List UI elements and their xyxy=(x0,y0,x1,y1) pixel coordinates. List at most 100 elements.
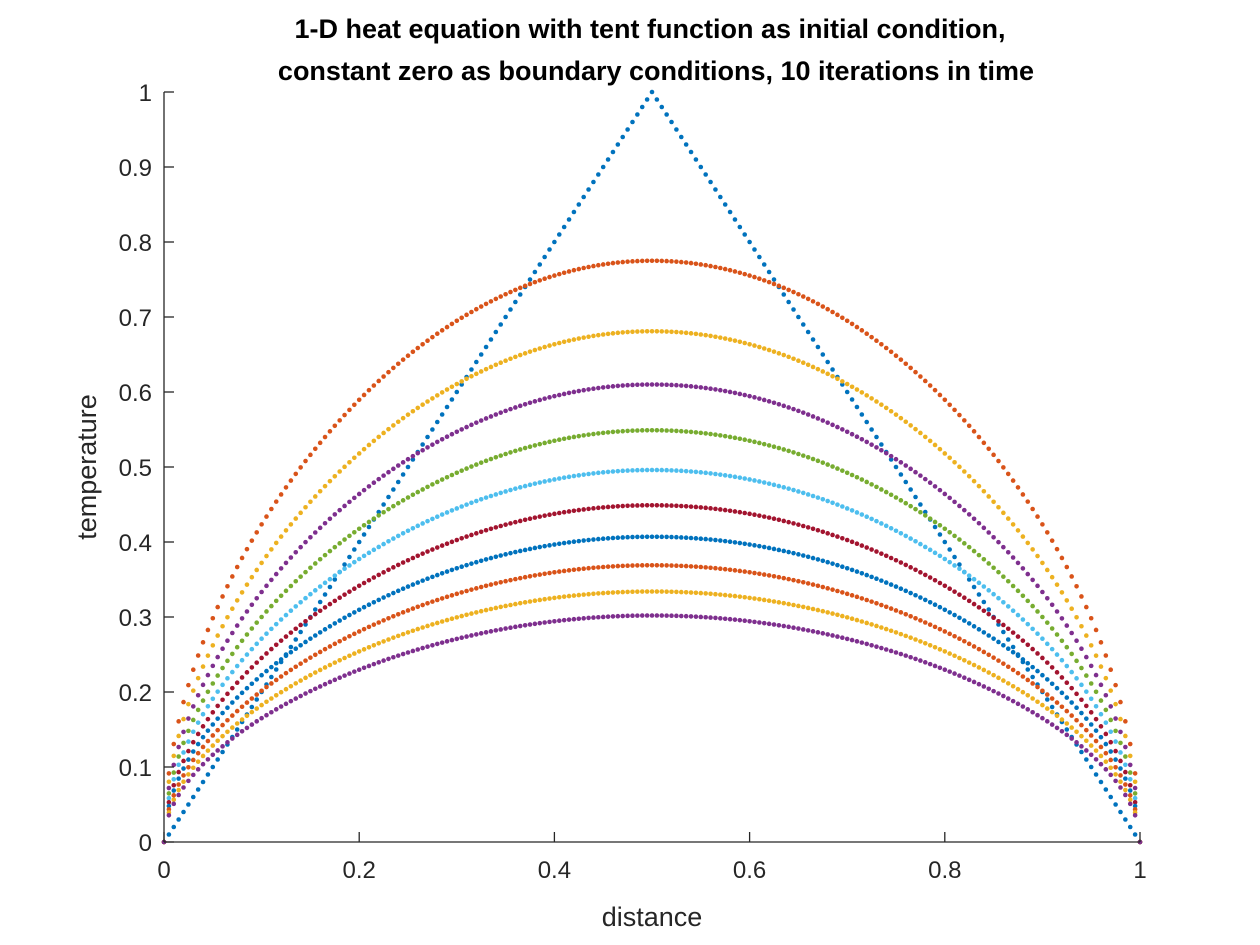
data-point xyxy=(234,663,240,669)
data-point xyxy=(639,503,645,508)
data-point xyxy=(810,606,816,612)
data-point xyxy=(1005,637,1011,642)
data-point xyxy=(288,522,294,527)
data-point xyxy=(693,504,699,510)
data-point xyxy=(415,553,421,559)
data-point xyxy=(1074,614,1079,620)
data-point xyxy=(561,617,567,623)
data-point xyxy=(586,334,591,340)
data-point xyxy=(439,412,445,417)
data-point xyxy=(1069,700,1074,705)
data-point xyxy=(190,765,196,771)
data-point xyxy=(220,710,225,716)
data-point xyxy=(395,361,401,367)
data-point xyxy=(669,534,674,540)
data-point xyxy=(757,276,762,281)
data-point xyxy=(400,631,406,637)
data-point xyxy=(415,647,421,652)
data-point xyxy=(225,729,230,735)
data-point xyxy=(1035,668,1040,674)
data-point xyxy=(776,401,782,407)
data-point xyxy=(776,600,782,605)
data-point xyxy=(410,349,416,355)
data-point xyxy=(478,418,484,423)
data-point xyxy=(791,406,796,412)
data-point xyxy=(883,450,889,456)
data-point xyxy=(1098,724,1104,729)
data-point xyxy=(298,544,303,550)
data-point xyxy=(835,562,840,568)
data-point xyxy=(542,344,547,350)
data-point xyxy=(400,610,406,615)
data-point xyxy=(1020,638,1026,643)
data-point xyxy=(800,580,806,585)
data-point xyxy=(488,414,494,419)
data-point xyxy=(693,590,699,596)
data-point xyxy=(483,583,489,589)
data-point xyxy=(1108,757,1114,763)
data-point xyxy=(371,642,377,648)
data-point xyxy=(976,483,982,489)
data-point xyxy=(952,563,957,568)
data-point xyxy=(459,315,464,321)
data-point xyxy=(522,600,528,605)
data-point xyxy=(488,526,494,532)
data-point xyxy=(883,405,889,411)
data-point xyxy=(503,522,508,527)
data-point xyxy=(215,604,220,610)
data-point xyxy=(830,422,835,428)
data-point xyxy=(249,665,255,670)
data-point xyxy=(566,217,572,222)
data-point xyxy=(1123,792,1128,798)
data-point xyxy=(1093,748,1099,753)
data-point xyxy=(639,258,645,264)
data-point xyxy=(1044,641,1050,647)
data-point xyxy=(571,389,577,395)
data-point xyxy=(298,599,303,605)
data-point xyxy=(488,555,494,561)
data-point xyxy=(1049,602,1055,608)
data-point xyxy=(786,601,791,607)
data-point xyxy=(1044,596,1050,601)
data-point xyxy=(776,445,782,451)
data-point xyxy=(532,515,538,520)
data-point xyxy=(249,646,255,652)
data-point xyxy=(752,619,757,625)
data-point xyxy=(947,529,952,535)
data-point xyxy=(361,392,367,398)
data-point xyxy=(1030,603,1035,609)
data-point xyxy=(620,613,626,619)
data-point xyxy=(986,652,992,658)
data-point xyxy=(1108,749,1114,754)
data-point xyxy=(220,682,225,688)
data-point xyxy=(698,614,704,620)
data-point xyxy=(527,482,533,488)
data-point xyxy=(805,628,811,633)
data-point xyxy=(171,793,177,798)
data-point xyxy=(1015,634,1021,639)
data-point xyxy=(1005,646,1011,651)
data-point xyxy=(317,630,323,635)
data-point xyxy=(459,468,464,473)
data-point xyxy=(571,508,577,514)
data-point xyxy=(327,548,333,554)
data-point xyxy=(332,577,338,582)
data-point xyxy=(444,387,450,392)
data-point xyxy=(483,344,489,350)
data-point xyxy=(966,423,972,429)
data-point xyxy=(742,569,748,574)
data-point xyxy=(566,435,572,441)
data-point xyxy=(527,281,533,287)
data-point xyxy=(361,647,367,652)
data-point xyxy=(249,574,255,580)
data-point xyxy=(932,519,938,525)
data-point xyxy=(371,480,377,486)
data-point xyxy=(478,460,484,465)
data-point xyxy=(1123,754,1128,759)
data-point xyxy=(195,741,201,747)
data-point xyxy=(571,567,577,573)
data-point xyxy=(522,283,528,289)
data-point xyxy=(727,337,733,342)
data-point xyxy=(1103,787,1109,792)
data-point xyxy=(352,529,357,535)
